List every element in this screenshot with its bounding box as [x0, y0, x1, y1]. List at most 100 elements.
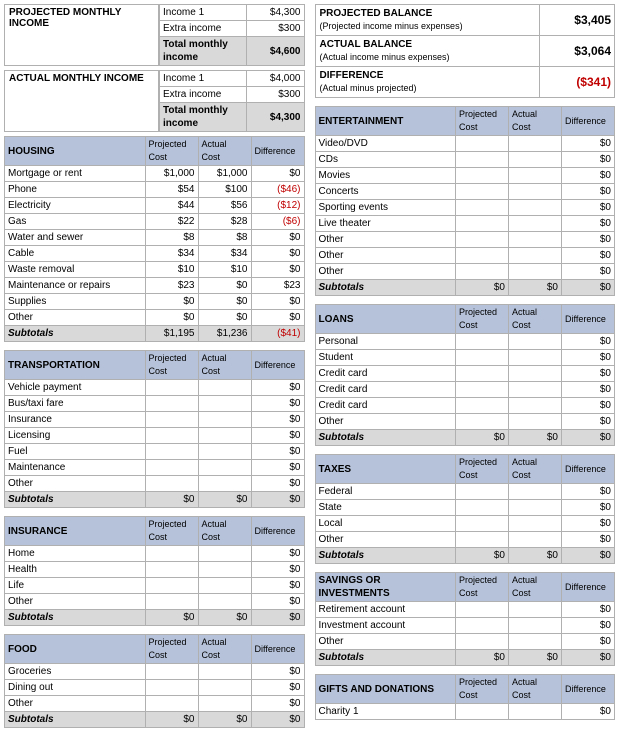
row-actual: [509, 704, 562, 720]
table-row: Other$0: [315, 414, 615, 430]
balance-table: PROJECTED BALANCE(Projected income minus…: [315, 4, 616, 98]
table-row: Other$0: [315, 248, 615, 264]
table-row: Sporting events$0: [315, 200, 615, 216]
row-name: Vehicle payment: [5, 380, 146, 396]
table-row: Credit card$0: [315, 398, 615, 414]
row-projected: [456, 618, 509, 634]
row-actual: $0: [198, 278, 251, 294]
category-title: LOANS: [315, 305, 456, 334]
category-header: FOODProjected CostActual CostDifference: [5, 635, 305, 664]
table-row: Maintenance$0: [5, 460, 305, 476]
row-projected: $54: [145, 182, 198, 198]
row-projected: [145, 476, 198, 492]
projected-balance-value: $3,405: [540, 5, 615, 36]
row-difference: $0: [562, 136, 615, 152]
row-projected: [145, 594, 198, 610]
subtotal-actual: $0: [198, 712, 251, 728]
row-actual: [509, 602, 562, 618]
table-row: Water and sewer$8$8$0: [5, 230, 305, 246]
category-housing: HOUSINGProjected CostActual CostDifferen…: [4, 136, 305, 342]
row-name: Electricity: [5, 198, 146, 214]
row-projected: [145, 412, 198, 428]
row-actual: [509, 152, 562, 168]
subtotal-label: Subtotals: [5, 492, 146, 508]
row-actual: [509, 382, 562, 398]
row-name: State: [315, 500, 456, 516]
actual-balance-label: ACTUAL BALANCE(Actual income minus expen…: [315, 36, 540, 67]
col-difference: Difference: [251, 351, 304, 380]
row-name: Other: [5, 310, 146, 326]
table-row: Charity 1$0: [315, 704, 615, 720]
row-name: Other: [315, 264, 456, 280]
row-difference: $0: [562, 152, 615, 168]
table-row: Local$0: [315, 516, 615, 532]
row-difference: $0: [251, 310, 304, 326]
table-row: Waste removal$10$10$0: [5, 262, 305, 278]
cell: $300: [246, 87, 304, 103]
table-row: Life$0: [5, 578, 305, 594]
col-difference: Difference: [562, 305, 615, 334]
row-difference: $0: [251, 230, 304, 246]
row-actual: [509, 334, 562, 350]
subtotal-actual: $0: [509, 548, 562, 564]
subtotal-projected: $0: [456, 650, 509, 666]
table-row: Insurance$0: [5, 412, 305, 428]
table-row: Credit card$0: [315, 382, 615, 398]
category-header: HOUSINGProjected CostActual CostDifferen…: [5, 137, 305, 166]
cell: Total monthly income: [160, 103, 247, 132]
row-difference: $0: [562, 366, 615, 382]
row-name: Groceries: [5, 664, 146, 680]
subtotal-label: Subtotals: [5, 610, 146, 626]
row-difference: $0: [562, 334, 615, 350]
table-row: Other $0: [315, 264, 615, 280]
table-row: Movies$0: [315, 168, 615, 184]
row-projected: [456, 634, 509, 650]
row-projected: $0: [145, 310, 198, 326]
row-name: Mortgage or rent: [5, 166, 146, 182]
row-projected: $44: [145, 198, 198, 214]
row-actual: [509, 136, 562, 152]
subtotal-projected: $0: [145, 712, 198, 728]
subtotal-difference: $0: [562, 280, 615, 296]
row-projected: [145, 444, 198, 460]
row-name: Credit card: [315, 398, 456, 414]
row-name: Investment account: [315, 618, 456, 634]
col-actual: Actual Cost: [509, 675, 562, 704]
table-row: Live theater$0: [315, 216, 615, 232]
col-actual: Actual Cost: [509, 573, 562, 602]
subtotal-row: Subtotals$0$0$0: [5, 492, 305, 508]
category-savings: SAVINGS OR INVESTMENTSProjected CostActu…: [315, 572, 616, 666]
cell: $4,300: [246, 103, 304, 132]
row-difference: $0: [562, 248, 615, 264]
row-name: Insurance: [5, 412, 146, 428]
row-name: Local: [315, 516, 456, 532]
row-actual: [509, 184, 562, 200]
row-difference: $0: [562, 264, 615, 280]
actual-balance-value: $3,064: [540, 36, 615, 67]
table-row: Other$0: [5, 696, 305, 712]
col-actual: Actual Cost: [509, 107, 562, 136]
subtotal-label: Subtotals: [315, 430, 456, 446]
col-projected: Projected Cost: [145, 137, 198, 166]
row-name: Home: [5, 546, 146, 562]
table-row: Other$0: [5, 476, 305, 492]
row-difference: $0: [251, 428, 304, 444]
row-name: Fuel: [5, 444, 146, 460]
subtotal-difference: $0: [251, 712, 304, 728]
col-projected: Projected Cost: [456, 675, 509, 704]
table-row: Student$0: [315, 350, 615, 366]
table-row: Phone$54$100($46): [5, 182, 305, 198]
row-name: Water and sewer: [5, 230, 146, 246]
subtotal-difference: ($41): [251, 326, 304, 342]
subtotal-actual: $1,236: [198, 326, 251, 342]
table-row: Electricity$44$56($12): [5, 198, 305, 214]
subtotal-label: Subtotals: [5, 326, 146, 342]
row-name: Charity 1: [315, 704, 456, 720]
actual-income-label: ACTUAL MONTHLY INCOME: [4, 70, 159, 132]
row-name: Cable: [5, 246, 146, 262]
subtotal-row: Subtotals$0$0$0: [5, 712, 305, 728]
row-name: Federal: [315, 484, 456, 500]
category-transportation: TRANSPORTATIONProjected CostActual CostD…: [4, 350, 305, 508]
row-projected: $8: [145, 230, 198, 246]
row-actual: [198, 696, 251, 712]
